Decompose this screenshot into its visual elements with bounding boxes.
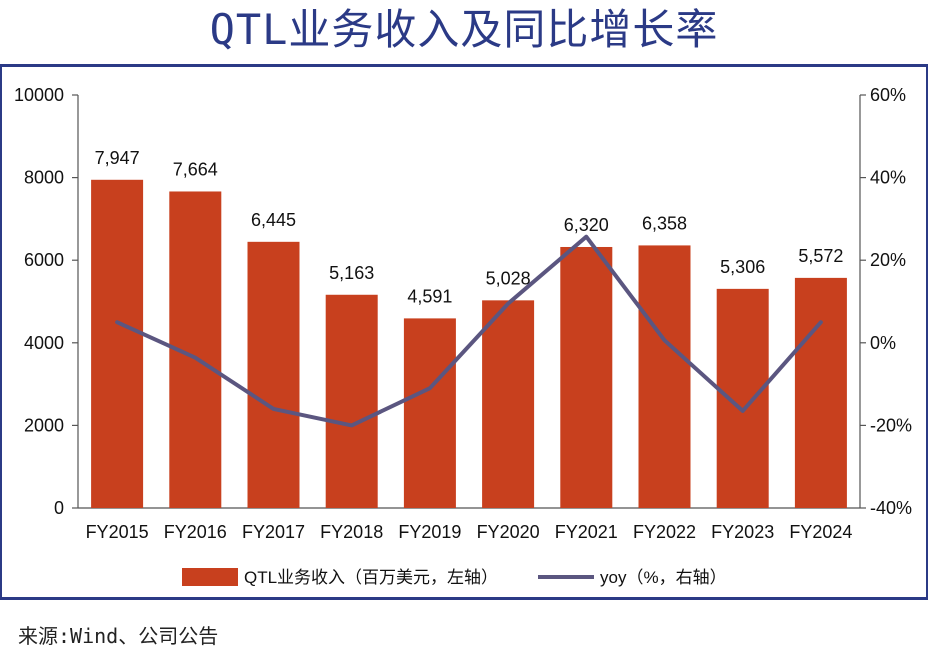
x-tick-label: FY2018 <box>320 522 383 542</box>
legend-swatch-bar <box>182 568 238 586</box>
chart: 0 2000 4000 6000 8000 10000 -40% -20% 0% 20% 40% 60… <box>14 85 912 587</box>
top-divider <box>0 64 928 67</box>
left-axis-tick-label: 10000 <box>14 85 64 105</box>
yoy-point <box>351 424 353 426</box>
left-axis-tick-label: 8000 <box>24 168 64 188</box>
yoy-point <box>273 408 274 410</box>
x-tick-label: FY2023 <box>711 522 774 542</box>
bar-value-label: 7,664 <box>173 159 218 179</box>
legend-label-line: yoy（%，右轴） <box>600 568 727 587</box>
yoy-point <box>585 236 587 238</box>
yoy-point <box>116 321 118 323</box>
left-axis-tick-label: 6000 <box>24 250 64 270</box>
frame-right <box>926 64 928 600</box>
bar-value-label: 6,358 <box>642 213 687 233</box>
legend: QTL业务收入（百万美元，左轴） yoy（%，右轴） <box>182 568 727 587</box>
bar-value-label: 5,163 <box>329 263 374 283</box>
bars <box>91 179 847 508</box>
yoy-line <box>115 234 823 428</box>
right-axis-tick-label: 40% <box>870 168 906 188</box>
yoy-point <box>194 357 196 359</box>
bar-value-label: 5,028 <box>486 268 531 288</box>
x-tick-label: FY2022 <box>633 522 696 542</box>
yoy-point <box>429 387 431 389</box>
yoy-point <box>507 303 509 305</box>
frame-left <box>0 64 2 600</box>
bar-value-label: 5,572 <box>798 246 843 266</box>
bar <box>638 245 691 508</box>
bar <box>794 277 847 508</box>
bar <box>247 241 300 508</box>
bar <box>403 318 456 508</box>
x-tick-label: FY2016 <box>164 522 227 542</box>
right-axis-tick-label: 0% <box>870 333 896 353</box>
bar-value-label: 5,306 <box>720 257 765 277</box>
bar-value-label: 7,947 <box>95 148 140 168</box>
yoy-point <box>742 410 744 412</box>
x-tick-label: FY2019 <box>398 522 461 542</box>
right-axis-tick-label: -20% <box>870 415 912 435</box>
x-tick-label: FY2017 <box>242 522 305 542</box>
bar <box>716 288 769 508</box>
source-note: 来源:Wind、公司公告 <box>18 624 219 648</box>
yoy-line-group <box>115 234 823 428</box>
page-title: QTL业务收入及同比增长率 <box>209 5 719 54</box>
left-axis-tick-label: 0 <box>54 498 64 518</box>
yoy-point <box>820 321 822 323</box>
bar-value-label: 6,320 <box>564 215 609 235</box>
x-tick-label: FY2020 <box>477 522 540 542</box>
right-axis-tick-label: 60% <box>870 85 906 105</box>
bar-labels: 7,947 7,664 6,445 5,163 4,591 5,028 6,320 6,358… <box>95 148 844 307</box>
left-axis-tick-label: 4000 <box>24 333 64 353</box>
left-axis-tick-label: 2000 <box>24 415 64 435</box>
bar <box>325 294 378 508</box>
bottom-divider <box>0 597 928 600</box>
bar <box>482 300 535 508</box>
bar <box>560 246 613 508</box>
x-tick-label: FY2024 <box>789 522 852 542</box>
x-tick-label: FY2015 <box>86 522 149 542</box>
x-tick-labels: FY2015 FY2016 FY2017 FY2018 FY2019 FY2020 FY20… <box>86 522 853 542</box>
right-axis-tick-label: 20% <box>870 250 906 270</box>
bar-value-label: 4,591 <box>407 286 452 306</box>
yoy-point <box>664 339 665 341</box>
legend-label-bar: QTL业务收入（百万美元，左轴） <box>244 568 498 587</box>
axes: 0 2000 4000 6000 8000 10000 -40% -20% 0% 20% 40% 60… <box>14 85 912 518</box>
bar-value-label: 6,445 <box>251 210 296 230</box>
bar <box>91 179 144 508</box>
x-tick-label: FY2021 <box>555 522 618 542</box>
right-axis-tick-label: -40% <box>870 498 912 518</box>
